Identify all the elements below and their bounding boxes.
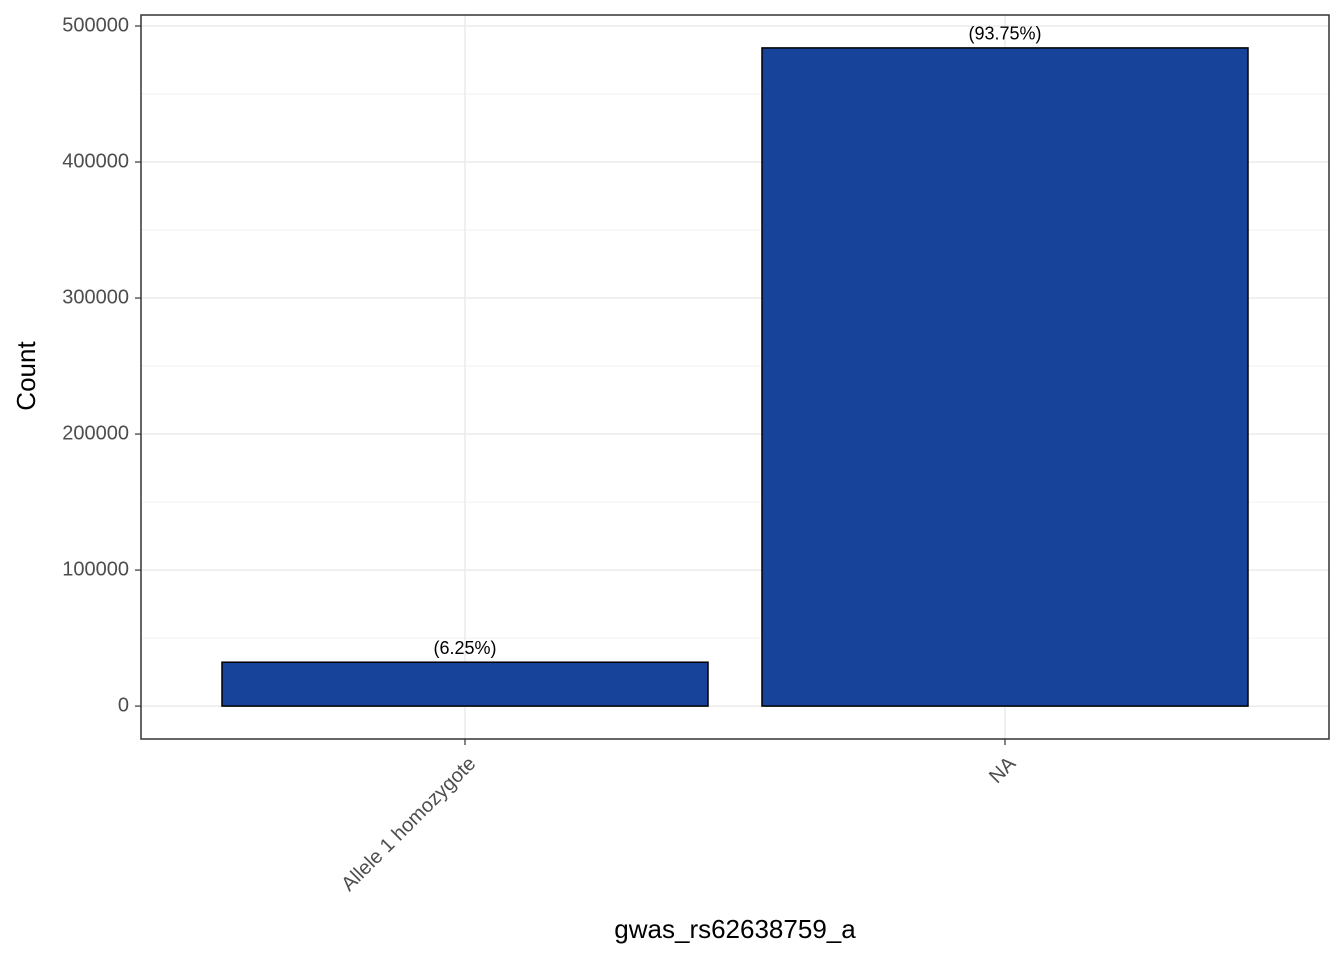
y-tick-label: 300000: [62, 286, 129, 308]
x-tick-label: Allele 1 homozygote: [337, 753, 480, 896]
bar-label: (6.25%): [433, 638, 496, 658]
bar: [221, 661, 709, 707]
bar-label: (93.75%): [968, 24, 1041, 44]
y-tick-label: 100000: [62, 558, 129, 580]
x-axis-title: gwas_rs62638759_a: [614, 914, 856, 944]
y-tick-label: 500000: [62, 14, 129, 36]
bar: [761, 47, 1249, 707]
y-tick-label: 400000: [62, 150, 129, 172]
x-tick-label: NA: [985, 752, 1021, 788]
y-tick-label: 0: [118, 694, 129, 716]
panel-border: [140, 14, 1330, 740]
y-tick-label: 200000: [62, 422, 129, 444]
y-axis-title: Count: [11, 341, 41, 411]
